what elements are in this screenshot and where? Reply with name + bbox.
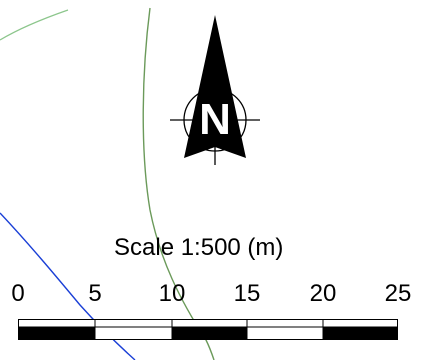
scale-segment-3 <box>172 327 247 339</box>
scale-title: Scale 1:500 (m) <box>114 234 284 261</box>
scale-tick-label-20: 20 <box>309 280 337 307</box>
contour-line-green <box>142 7 215 360</box>
north-label: N <box>199 95 231 144</box>
scale-tick-label-0: 0 <box>11 280 25 307</box>
river-line-blue <box>0 212 136 360</box>
scale-tick-labels: 0 5 10 15 20 25 <box>0 280 447 310</box>
scale-segment-2 <box>95 327 172 339</box>
scale-tick-label-10: 10 <box>158 280 186 307</box>
contour-line-light-green <box>0 9 69 41</box>
scale-tick-label-15: 15 <box>233 280 261 307</box>
scale-segment-1 <box>19 327 95 339</box>
scale-segment-4 <box>247 327 323 339</box>
scale-tick-label-5: 5 <box>88 280 102 307</box>
scale-tick-label-25: 25 <box>384 280 412 307</box>
scale-segment-5 <box>323 327 398 339</box>
